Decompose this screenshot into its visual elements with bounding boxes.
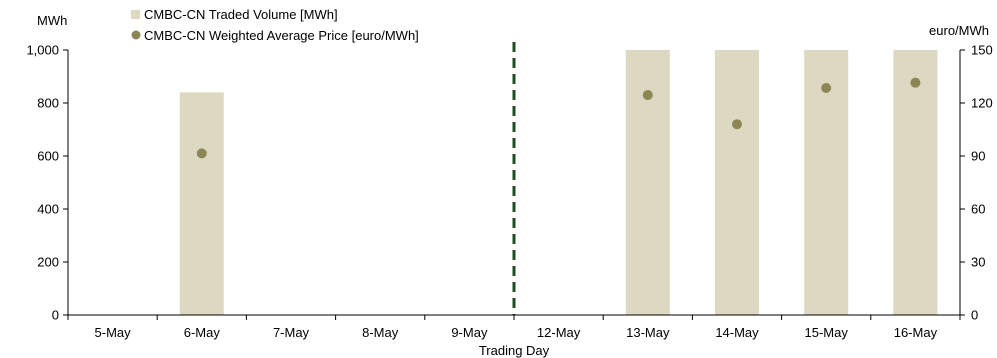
y-tick-label: 1,000 (26, 43, 59, 58)
volume-bar-6-May (179, 92, 224, 316)
x-tick-label: 14-May (715, 325, 759, 340)
legend-swatch-volume (131, 10, 140, 19)
y2-axis-ticks: 0 30 60 90 120 150 (960, 43, 993, 323)
x-axis-ticks: 5-May 6-May 7-May 8-May 9-May 12-May 13-May 14-… (67, 315, 961, 340)
volume-bar-13-May (625, 50, 670, 315)
x-tick-label: 6-May (184, 325, 221, 340)
price-point-6-May (196, 148, 207, 159)
volume-bar-16-May (893, 50, 938, 315)
legend: CMBC-CN Traded Volume [MWh] CMBC-CN Weig… (131, 7, 419, 43)
volume-bar-14-May (715, 50, 759, 315)
x-tick-label: 7-May (273, 325, 310, 340)
price-point-16-May (910, 77, 921, 88)
y2-tick-label: 30 (971, 255, 985, 270)
legend-swatch-price (131, 30, 141, 40)
volume-bars (179, 50, 938, 316)
y-tick-label: 400 (37, 202, 59, 217)
y2-tick-label: 60 (971, 202, 985, 217)
y-tick-label: 0 (52, 308, 59, 323)
x-tick-label: 8-May (362, 325, 399, 340)
volume-bar-15-May (804, 50, 849, 315)
price-point-13-May (642, 90, 653, 101)
y2-tick-label: 0 (971, 308, 978, 323)
x-tick-label: 16-May (894, 325, 938, 340)
x-tick-label: 5-May (95, 325, 132, 340)
y2-tick-label: 150 (971, 43, 993, 58)
x-axis-title: Trading Day (479, 343, 550, 358)
price-point-14-May (732, 119, 742, 130)
y-axis-unit-label: MWh (37, 13, 67, 28)
y2-tick-label: 120 (971, 96, 993, 111)
x-tick-label: 15-May (805, 325, 849, 340)
legend-label-volume: CMBC-CN Traded Volume [MWh] (144, 7, 338, 22)
y2-tick-label: 90 (971, 149, 985, 164)
x-tick-label: 9-May (451, 325, 488, 340)
x-tick-label: 12-May (537, 325, 581, 340)
y-axis-ticks: 0 200 400 600 800 1,000 (26, 43, 68, 323)
x-tick-label: 13-May (626, 325, 670, 340)
price-point-15-May (821, 82, 832, 93)
y-tick-label: 200 (37, 255, 59, 270)
legend-label-price: CMBC-CN Weighted Average Price [euro/MWh… (144, 28, 419, 43)
y-tick-label: 800 (37, 96, 59, 111)
price-points (196, 77, 921, 159)
y-tick-label: 600 (37, 149, 59, 164)
y2-axis-unit-label: euro/MWh (929, 23, 989, 38)
